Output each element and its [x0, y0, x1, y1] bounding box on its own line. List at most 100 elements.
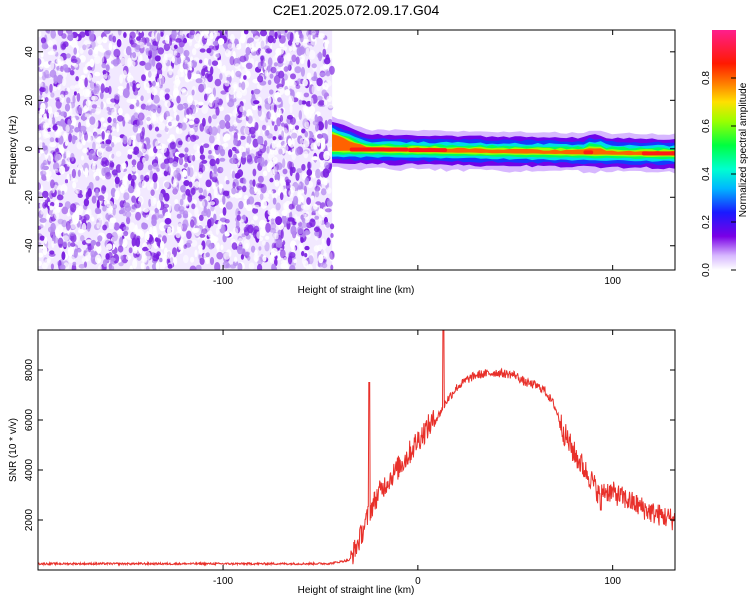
noise-speckle — [291, 132, 298, 139]
noise-speckle — [315, 168, 321, 179]
noise-speckle — [291, 43, 297, 52]
noise-speckle — [254, 257, 258, 262]
noise-speckle — [323, 100, 328, 106]
noise-speckle — [106, 200, 114, 208]
noise-speckle — [93, 46, 99, 55]
noise-speckle — [297, 78, 302, 85]
noise-speckle — [105, 253, 110, 260]
noise-speckle — [180, 122, 187, 131]
noise-speckle — [159, 89, 165, 97]
noise-speckle — [173, 83, 179, 93]
noise-speckle — [176, 213, 182, 219]
noise-speckle — [43, 113, 48, 120]
noise-speckle — [298, 99, 303, 106]
noise-speckle — [282, 46, 288, 51]
noise-speckle — [156, 167, 160, 172]
noise-speckle — [44, 258, 51, 266]
noise-speckle — [151, 218, 157, 227]
noise-speckle — [275, 162, 283, 171]
noise-speckle — [253, 215, 258, 221]
noise-speckle — [320, 140, 326, 150]
noise-speckle — [198, 214, 204, 221]
noise-speckle — [245, 242, 249, 250]
noise-speckle — [186, 107, 194, 116]
noise-speckle — [126, 74, 134, 83]
noise-speckle — [243, 194, 249, 200]
noise-speckle — [287, 160, 293, 170]
noise-speckle — [238, 146, 245, 153]
noise-speckle — [50, 179, 55, 189]
colorbar-tick-label: 0.0 — [701, 263, 712, 277]
noise-speckle — [299, 138, 304, 145]
noise-speckle — [104, 87, 110, 93]
noise-speckle — [135, 107, 141, 113]
noise-speckle — [122, 207, 127, 217]
noise-speckle — [307, 59, 311, 68]
noise-speckle — [74, 189, 79, 196]
noise-speckle — [41, 97, 45, 102]
noise-speckle — [91, 104, 98, 109]
noise-speckle — [84, 167, 89, 178]
noise-speckle — [113, 48, 121, 58]
noise-speckle — [61, 219, 67, 228]
noise-speckle — [151, 31, 155, 40]
noise-speckle — [257, 175, 264, 183]
noise-speckle — [91, 95, 99, 102]
noise-speckle — [49, 190, 54, 199]
noise-speckle — [262, 62, 267, 67]
noise-speckle — [100, 83, 105, 94]
noise-speckle — [107, 116, 112, 123]
noise-speckle — [191, 154, 196, 162]
noise-speckle — [226, 95, 230, 103]
noise-speckle — [112, 118, 117, 123]
noise-speckle — [213, 236, 219, 242]
noise-speckle — [74, 127, 80, 133]
noise-speckle — [140, 174, 144, 180]
noise-speckle — [75, 234, 79, 243]
noise-speckle — [306, 197, 311, 205]
noise-speckle — [97, 44, 103, 52]
noise-speckle — [323, 150, 330, 161]
noise-speckle — [287, 63, 291, 71]
noise-speckle — [106, 97, 113, 105]
noise-speckle — [59, 94, 65, 103]
noise-speckle — [318, 208, 324, 216]
noise-speckle — [132, 80, 136, 86]
noise-speckle — [198, 164, 206, 173]
noise-speckle — [262, 255, 267, 262]
noise-speckle — [135, 30, 139, 35]
noise-speckle — [328, 52, 335, 59]
noise-speckle — [119, 236, 123, 246]
noise-speckle — [194, 43, 200, 49]
noise-speckle — [216, 59, 222, 69]
noise-speckle — [303, 138, 310, 148]
noise-speckle — [319, 217, 322, 226]
snr-ytick-label: 6000 — [24, 408, 35, 431]
noise-speckle — [152, 51, 158, 56]
noise-speckle — [49, 142, 57, 148]
noise-speckle — [235, 220, 240, 229]
noise-speckle — [190, 219, 195, 228]
noise-speckle — [140, 135, 145, 145]
noise-speckle — [299, 33, 304, 43]
noise-speckle — [164, 34, 170, 44]
noise-speckle — [52, 85, 58, 92]
noise-speckle — [284, 89, 291, 96]
noise-speckle — [241, 151, 246, 158]
noise-speckle — [188, 167, 194, 178]
noise-speckle — [236, 43, 242, 50]
noise-speckle — [286, 114, 294, 120]
noise-speckle — [189, 265, 197, 270]
noise-speckle — [309, 218, 316, 228]
noise-speckle — [296, 168, 303, 174]
noise-speckle — [39, 201, 44, 210]
noise-speckle — [115, 137, 122, 143]
noise-speckle — [159, 155, 164, 164]
noise-speckle — [95, 175, 100, 181]
noise-speckle — [246, 204, 253, 212]
noise-speckle — [209, 32, 214, 40]
noise-speckle — [291, 245, 296, 253]
noise-speckle — [254, 60, 259, 69]
noise-speckle — [208, 59, 212, 66]
noise-speckle — [60, 118, 65, 127]
